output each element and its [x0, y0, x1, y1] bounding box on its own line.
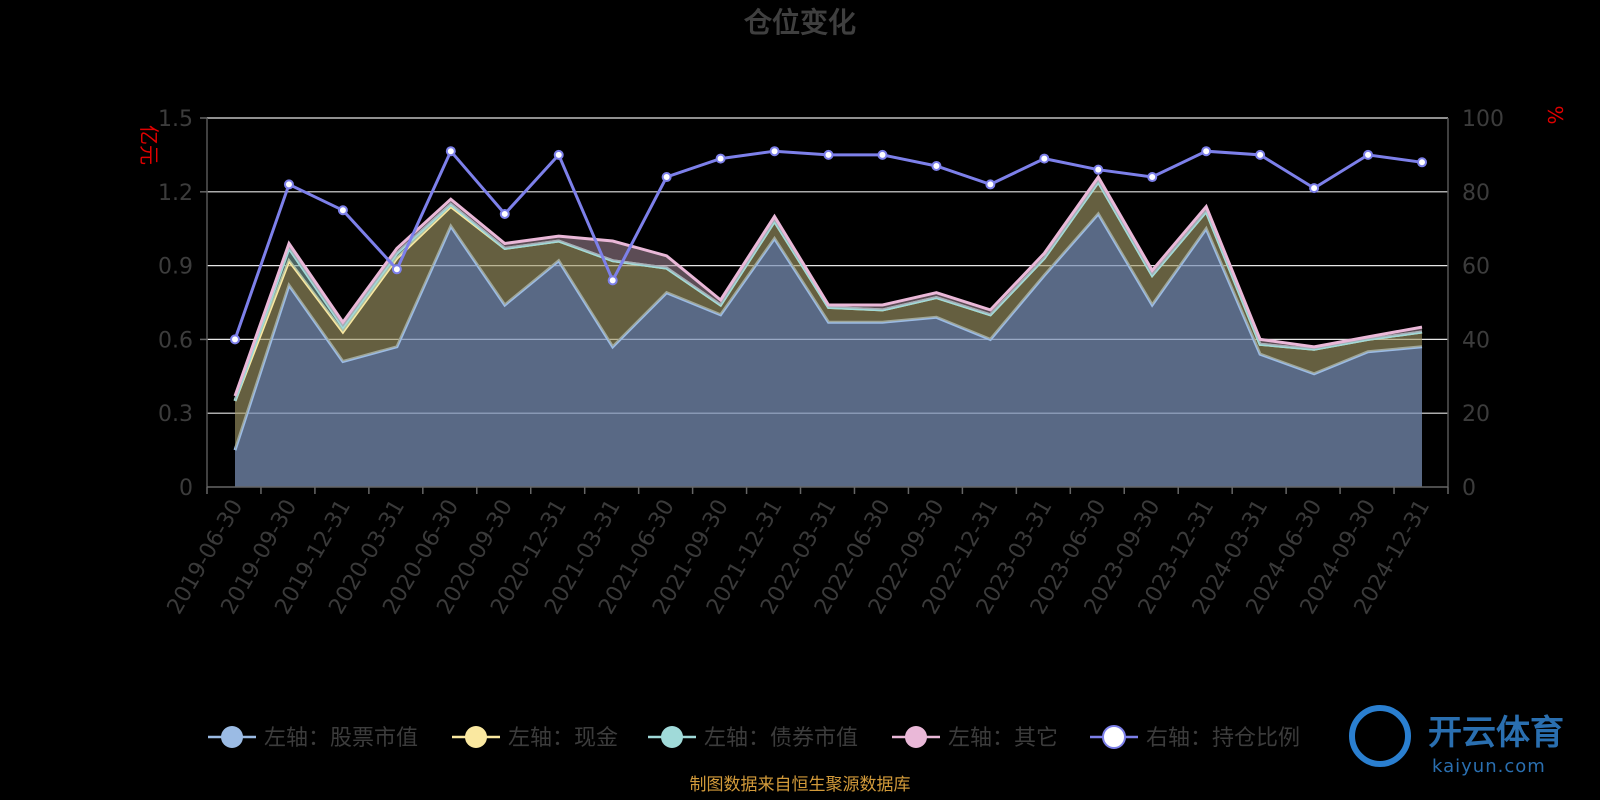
data-point[interactable] — [607, 275, 618, 286]
data-point[interactable] — [1201, 146, 1212, 157]
data-point[interactable] — [230, 334, 240, 345]
data-source-note: 制图数据来自恒生聚源数据库 — [690, 775, 911, 795]
axes — [200, 117, 1449, 494]
position-ratio-line — [230, 146, 1427, 345]
stacked-areas — [233, 174, 1423, 487]
y-left-tick-label: 0.9 — [158, 255, 193, 280]
data-point[interactable] — [1363, 149, 1374, 160]
y-right-tick-label: 40 — [1462, 328, 1490, 353]
data-point[interactable] — [1147, 172, 1158, 183]
data-point[interactable] — [1309, 183, 1320, 194]
data-point[interactable] — [877, 149, 888, 160]
data-point[interactable] — [715, 153, 726, 164]
data-point[interactable] — [661, 172, 672, 183]
legend-label: 左轴：其它 — [948, 726, 1058, 751]
data-point[interactable] — [1039, 153, 1050, 164]
y-left-tick-label: 1.5 — [158, 107, 193, 132]
left-axis-unit: 亿元 — [137, 125, 161, 165]
legend-label: 左轴：债券市值 — [704, 726, 858, 751]
legend-item[interactable]: 左轴：现金 — [452, 726, 618, 751]
legend-item[interactable]: 左轴：股票市值 — [208, 726, 418, 751]
y-left-tick-label: 0.6 — [158, 328, 193, 353]
y-right-tick-label: 0 — [1462, 476, 1476, 501]
data-point[interactable] — [553, 149, 564, 160]
legend-marker-icon — [221, 726, 243, 748]
data-point[interactable] — [391, 264, 402, 275]
data-point[interactable] — [1417, 157, 1427, 168]
legend-label: 左轴：股票市值 — [264, 726, 418, 751]
legend-label: 右轴：持仓比例 — [1146, 726, 1300, 751]
watermark-url: kaiyun.com — [1432, 756, 1546, 777]
watermark-brand: 开云体育 — [1428, 713, 1564, 753]
data-point[interactable] — [283, 179, 294, 190]
area-2 — [235, 182, 1422, 451]
y-tick-labels: 0 0.3 0.6 0.9 1.2 1.5 0 20 40 60 80 100 — [158, 107, 1504, 501]
legend-item[interactable]: 左轴：其它 — [892, 726, 1058, 751]
legend-marker-icon — [465, 726, 487, 748]
data-point[interactable] — [1255, 149, 1266, 160]
right-axis-unit: % — [1543, 105, 1567, 124]
y-right-tick-label: 60 — [1462, 255, 1490, 280]
y-right-tick-label: 20 — [1462, 402, 1490, 427]
data-point[interactable] — [445, 146, 456, 157]
data-point[interactable] — [769, 146, 780, 157]
legend-marker-icon — [661, 726, 683, 748]
y-left-tick-label: 1.2 — [158, 181, 193, 206]
x-tick-labels: 2019-06-302019-09-302019-12-312020-03-31… — [163, 496, 1436, 619]
data-point[interactable] — [499, 208, 510, 219]
data-point[interactable] — [931, 160, 942, 171]
data-point[interactable] — [337, 205, 348, 216]
legend-item[interactable]: 左轴：债券市值 — [648, 726, 858, 751]
legend-item[interactable]: 右轴：持仓比例 — [1090, 725, 1300, 751]
soccer-ball-icon — [1349, 705, 1411, 767]
legend[interactable]: 左轴：股票市值 左轴：现金 左轴：债券市值 左轴：其它 右轴：持仓比例 — [208, 725, 1300, 751]
chart-title: 仓位变化 — [744, 6, 856, 39]
y-right-tick-label: 80 — [1462, 181, 1490, 206]
data-point[interactable] — [985, 179, 996, 190]
data-point[interactable] — [823, 149, 834, 160]
y-left-tick-label: 0.3 — [158, 402, 193, 427]
area-edge-4 — [233, 174, 1423, 397]
area-1 — [235, 213, 1422, 487]
y-left-tick-label: 0 — [179, 476, 193, 501]
legend-marker-icon — [1102, 725, 1126, 749]
y-right-tick-label: 100 — [1462, 107, 1504, 132]
data-point[interactable] — [1093, 164, 1104, 175]
legend-label: 左轴：现金 — [508, 726, 618, 751]
watermark-logo: 开云体育 kaiyun.com — [1349, 705, 1564, 777]
legend-marker-icon — [905, 726, 927, 748]
